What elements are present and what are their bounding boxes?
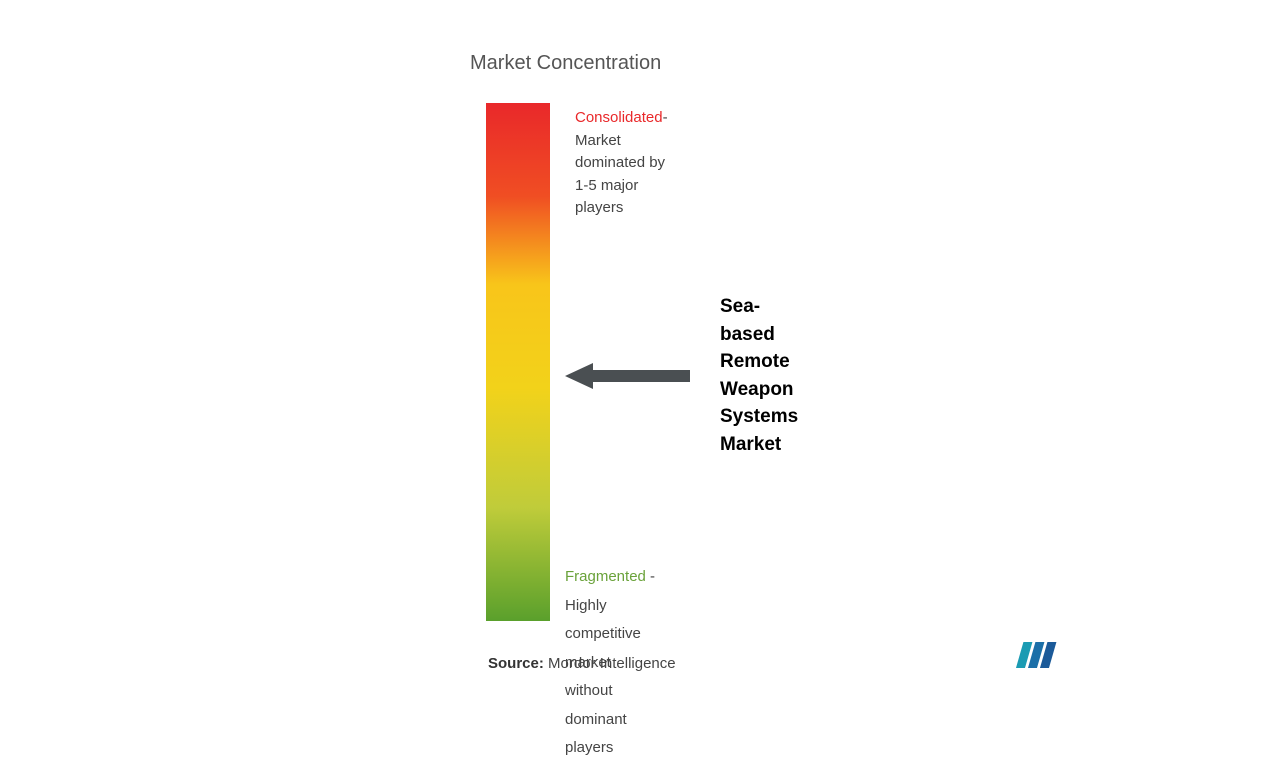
market-pointer: Sea-based Remote Weapon Systems Market [565,293,798,458]
consolidated-label: Consolidated- Market dominated by 1-5 ma… [575,107,668,220]
source-value: Mordor Intelligence [548,655,676,672]
source-attribution: Source: Mordor Intelligence [488,655,676,672]
market-name-label: Sea-based Remote Weapon Systems Market [720,293,798,458]
arrow-left-icon [565,361,690,391]
fragmented-highlight: Fragmented [565,568,646,585]
chart-container: Market Concentration Consolidated- Marke… [470,52,661,103]
source-key: Source: [488,655,544,672]
chart-title: Market Concentration [470,52,661,75]
mordor-intelligence-logo-icon [1014,640,1062,670]
consolidated-highlight: Consolidated [575,109,663,126]
concentration-gradient-bar [486,103,550,621]
